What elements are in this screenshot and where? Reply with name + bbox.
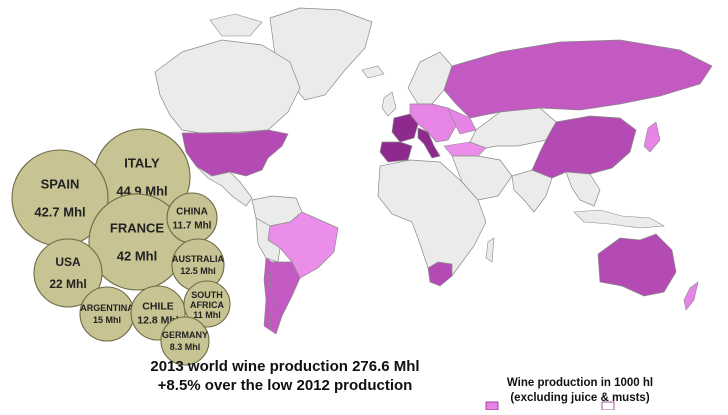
spain [379, 141, 413, 163]
peru-bolivia [255, 217, 281, 263]
bubble-country-label: SPAIN [41, 176, 80, 191]
bubble-value-label: 42 Mhl [117, 248, 157, 263]
bubble-circle [33, 238, 103, 308]
bubble-country-label: GERMANY [162, 330, 208, 340]
japan [643, 121, 661, 153]
indonesia [573, 209, 665, 229]
bubble-country-label: AUSTRALIA [172, 254, 224, 264]
legend-title-line-2: (excluding juice & musts) [510, 392, 650, 404]
madagascar [485, 237, 495, 263]
australia [597, 233, 677, 297]
caption-line-2: +8.5% over the low 2012 production [157, 377, 413, 394]
canada-islands [209, 13, 263, 37]
new-zealand [683, 281, 699, 311]
bubble-circle [79, 286, 135, 342]
bubble-circle [160, 316, 210, 366]
caption-line-1: 2013 world wine production 276.6 Mhl [150, 358, 420, 375]
bubble-circle [183, 280, 231, 328]
turkey [443, 141, 487, 157]
bubble-value-label: 15 Mhl [93, 315, 121, 325]
india [511, 169, 553, 213]
bubble-country-label: CHINA [176, 206, 208, 217]
central-europe [409, 103, 457, 143]
bubble-country-label: FRANCE [110, 220, 164, 235]
china [531, 115, 637, 179]
central-asia [469, 107, 557, 149]
bubble-value-label: 11 Mhl [193, 310, 221, 320]
ukraine [447, 107, 477, 135]
bubble-usa: USA 22 Mhl [33, 238, 103, 308]
bubble-country-label: CHILE [142, 301, 174, 313]
bubble-value-label: 42.7 Mhl [34, 204, 85, 219]
iceland [361, 65, 385, 79]
southeast-asia [565, 171, 601, 207]
chile [263, 257, 273, 331]
canada [154, 39, 301, 134]
argentina [269, 261, 301, 335]
bubble-country-label: ITALY [124, 155, 160, 170]
bubble-country-label: ARGENTINA [80, 303, 134, 313]
bubble-circle [166, 192, 218, 244]
bubble-china: CHINA 11.7 Mhl [166, 192, 218, 244]
bubble-value-label: 22 Mhl [49, 277, 86, 291]
legend-title-line-1: Wine production in 1000 hl [506, 377, 654, 389]
bubble-value-label: 12.5 Mhl [180, 266, 216, 276]
bubble-country-label: USA [55, 255, 81, 269]
africa [377, 159, 487, 285]
scandinavia [407, 51, 453, 105]
russia [443, 39, 713, 119]
mexico [195, 165, 253, 207]
bubble-country-label: SOUTH [191, 290, 223, 300]
uk [381, 91, 397, 117]
usa [181, 129, 289, 177]
bubble-value-label: 8.3 Mhl [170, 342, 201, 352]
south-africa [427, 261, 453, 287]
bubble-country-label: AFRICA [190, 300, 224, 310]
bubble-germany: GERMANY 8.3 Mhl [160, 316, 210, 366]
bubble-australia: AUSTRALIA 12.5 Mhl [171, 238, 225, 292]
bubble-argentina: ARGENTINA 15 Mhl [79, 286, 135, 342]
bubble-value-label: 11.7 Mhl [173, 220, 212, 231]
italy [417, 127, 441, 159]
